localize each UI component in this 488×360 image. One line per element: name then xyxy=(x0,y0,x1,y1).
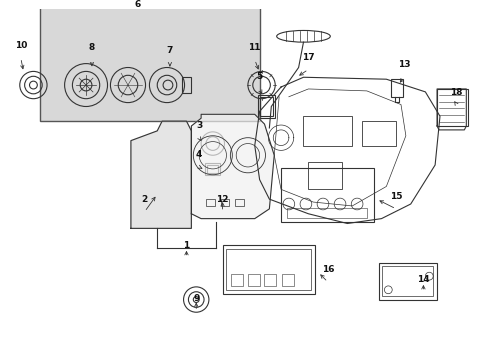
Bar xyxy=(281,168,373,221)
Text: 9: 9 xyxy=(193,294,199,303)
Bar xyxy=(264,274,276,286)
Bar xyxy=(282,274,293,286)
Text: 11: 11 xyxy=(248,43,261,52)
Text: 7: 7 xyxy=(166,46,173,55)
Bar xyxy=(205,199,214,206)
Bar xyxy=(222,245,315,294)
Bar xyxy=(382,266,432,296)
Bar xyxy=(181,77,191,93)
Text: 15: 15 xyxy=(389,192,402,201)
Text: 1: 1 xyxy=(183,241,189,250)
Bar xyxy=(308,162,342,189)
Text: 4: 4 xyxy=(196,150,202,159)
Bar xyxy=(235,199,244,206)
Polygon shape xyxy=(131,121,191,228)
FancyBboxPatch shape xyxy=(40,4,259,121)
Bar xyxy=(259,97,273,116)
Bar xyxy=(206,165,217,173)
Bar xyxy=(231,274,243,286)
Polygon shape xyxy=(191,114,274,219)
Bar xyxy=(436,89,468,126)
Text: 10: 10 xyxy=(15,41,27,50)
Bar xyxy=(361,121,395,145)
Text: 13: 13 xyxy=(397,60,409,69)
Bar xyxy=(390,79,402,97)
Bar xyxy=(204,163,219,175)
Text: 14: 14 xyxy=(416,275,429,284)
Text: 8: 8 xyxy=(89,43,95,52)
Text: 3: 3 xyxy=(196,121,202,130)
Bar xyxy=(220,199,229,206)
Text: 18: 18 xyxy=(449,88,462,97)
Text: 17: 17 xyxy=(302,53,314,62)
Text: 2: 2 xyxy=(141,195,147,204)
Text: 5: 5 xyxy=(256,72,262,81)
Bar xyxy=(257,95,275,118)
Text: 6: 6 xyxy=(134,0,141,9)
Bar xyxy=(303,116,351,145)
Text: 16: 16 xyxy=(321,265,333,274)
Bar xyxy=(286,208,366,218)
Bar xyxy=(378,262,436,300)
Bar xyxy=(226,249,311,290)
Bar xyxy=(247,274,259,286)
Text: 12: 12 xyxy=(216,195,228,204)
